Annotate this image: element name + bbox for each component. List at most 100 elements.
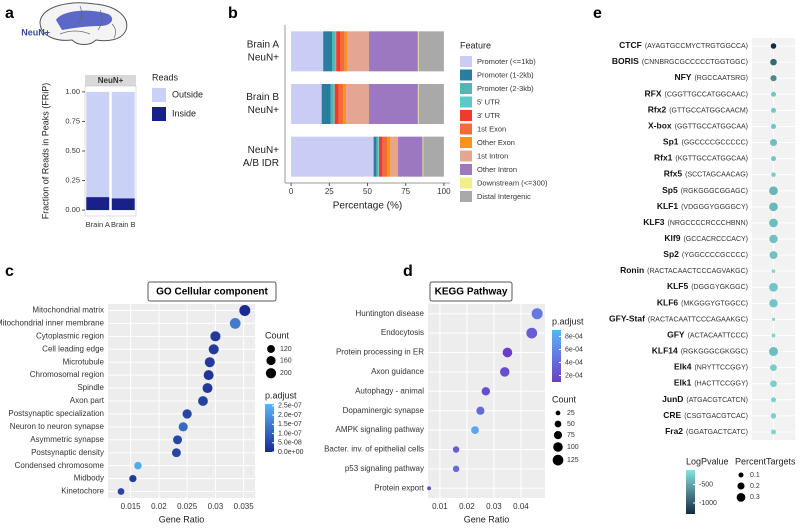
size-legend-label: 0.2 (750, 483, 760, 490)
bar-segment (418, 83, 444, 125)
dot (178, 422, 188, 432)
legend-label: Other Exon (477, 138, 515, 147)
size-legend-label: 160 (280, 357, 292, 364)
motif-label: GFY (ACTACAATTCCC) (667, 330, 748, 340)
motif-label: CRE (CSGTGACGTCAC) (663, 410, 748, 420)
y-tick-label: Spindle (77, 383, 104, 392)
bar-segment (347, 31, 370, 72)
motif-consensus: (ATGACGTCATCN) (686, 397, 748, 404)
legend-label: Downstream (<=300) (477, 178, 548, 187)
motif-name: Sp1 (663, 137, 679, 147)
size-legend-dot (737, 482, 745, 490)
dot (769, 186, 778, 196)
bar-segment (111, 91, 135, 199)
size-legend-label: 200 (280, 370, 292, 377)
bar-segment (378, 136, 379, 177)
y-tick-label: Cytoplasmic region (36, 331, 104, 340)
y-tick-label: p53 signaling pathway (345, 464, 424, 473)
motif-label: GFY-Staf (RACTACAATTCCCAGAAKGC) (609, 314, 748, 324)
motif-label: Rfx5 (SCCTAGCAACAG) (664, 169, 748, 179)
legend-label: Inside (172, 108, 196, 118)
motif-label: KLF1 (VDGGGYGGGGCY) (657, 201, 748, 211)
motif-label: X-box (GGTTGCCATGGCAA) (648, 121, 748, 131)
dot (476, 406, 485, 415)
motif-name: RFX (645, 89, 662, 99)
dot (769, 234, 778, 244)
motif-consensus: (RGCCAATSRG) (694, 75, 748, 82)
motif-label: KLF5 (DGGGYGKGGC) (667, 281, 748, 291)
bar-segment (291, 136, 374, 177)
size-legend-dot (552, 454, 564, 466)
colorbar-label: 1.0e-07 (278, 430, 302, 437)
motif-name: NFY (674, 72, 691, 82)
legend-swatch (460, 96, 472, 108)
y-tick-label: Axon guidance (371, 367, 424, 376)
x-tick-label: 25 (325, 187, 334, 196)
x-tick-label: 0.03 (486, 502, 502, 511)
y-axis-label: Fraction of Reads in Peaks (FRiP) (40, 83, 50, 220)
dot (203, 370, 214, 381)
dot (771, 333, 776, 338)
y-tick-label: A/B IDR (243, 158, 279, 169)
motif-label: Sp5 (RGKGGGCGGAGC) (662, 185, 748, 195)
colorbar-label: 8e-04 (565, 333, 583, 340)
title-box (147, 281, 277, 302)
legend-title: Reads (152, 72, 179, 82)
bar-segment (369, 83, 418, 125)
y-tick-label: Protein export (374, 483, 425, 492)
y-tick-label: Cell leading edge (42, 344, 104, 353)
y-tick-label: Brain B (246, 92, 279, 103)
y-tick-label: Autophagy - animal (355, 386, 424, 395)
size-legend-label: 0.1 (750, 472, 760, 479)
dot (427, 486, 432, 491)
x-tick-label: Brain B (111, 220, 136, 229)
size-legend-dot (553, 442, 563, 452)
motif-consensus: (RACTACAATTCCCAGAAKGC) (648, 316, 748, 323)
x-tick-label: 0.025 (177, 502, 198, 511)
dot (770, 75, 777, 82)
motif-label: Sp1 (GGCCCCGCCCCC) (663, 137, 748, 147)
motif-consensus: (MKGGGYGTGGCC) (681, 300, 748, 307)
legend-swatch (460, 164, 472, 175)
dot (771, 172, 776, 177)
x-tick-label: 75 (401, 187, 410, 196)
x-axis-label: Percentage (%) (333, 201, 402, 212)
y-tick-label: Protein processing in ER (336, 348, 424, 357)
size-legend-label: 25 (567, 410, 575, 417)
y-tick-label: 0.00 (65, 205, 80, 214)
dot (210, 331, 221, 342)
dot (129, 474, 137, 483)
y-tick-label: Microtubule (63, 357, 105, 366)
motif-label: RFX (CGGTTGCCATGGCAAC) (645, 89, 748, 99)
y-tick-label: Kinetochore (61, 487, 104, 496)
bar-segment (387, 136, 391, 177)
motif-label: BORIS (CNNBRGCGCCCCCTGGTGGC) (612, 56, 748, 66)
bar-segment (332, 31, 336, 72)
motif-name: X-box (648, 121, 672, 131)
legend-title: Feature (460, 40, 491, 50)
motif-name: Rfx1 (654, 153, 673, 163)
motif-name: Elk1 (674, 378, 692, 388)
motif-name: Fra2 (665, 426, 683, 436)
title-box (429, 281, 513, 302)
motif-consensus: (RGKGGGCGGAGC) (681, 188, 748, 195)
size-legend-dot (266, 356, 276, 366)
panel-letter: c (5, 263, 14, 280)
bar-segment (378, 136, 383, 177)
colorbar-label: 5.0e-08 (278, 440, 302, 447)
dot (770, 397, 777, 403)
y-tick-label: AMPK signaling pathway (336, 425, 425, 434)
size-legend-dot (267, 345, 275, 353)
legend-swatch (460, 56, 472, 67)
bar-segment (333, 83, 335, 125)
dot (502, 347, 513, 358)
panel-letter: b (228, 5, 238, 22)
bar-segment (291, 31, 324, 72)
dot (770, 107, 777, 113)
y-tick-label: Postsynaptic density (31, 448, 104, 457)
motif-name: KLF6 (657, 298, 679, 308)
motif-label: Rfx2 (GTTGCCATGGCAACM) (648, 105, 748, 115)
bar-segment (291, 83, 322, 125)
colorbar-label: 2e-04 (565, 372, 583, 379)
panel-title: KEGG Pathway (435, 287, 508, 298)
